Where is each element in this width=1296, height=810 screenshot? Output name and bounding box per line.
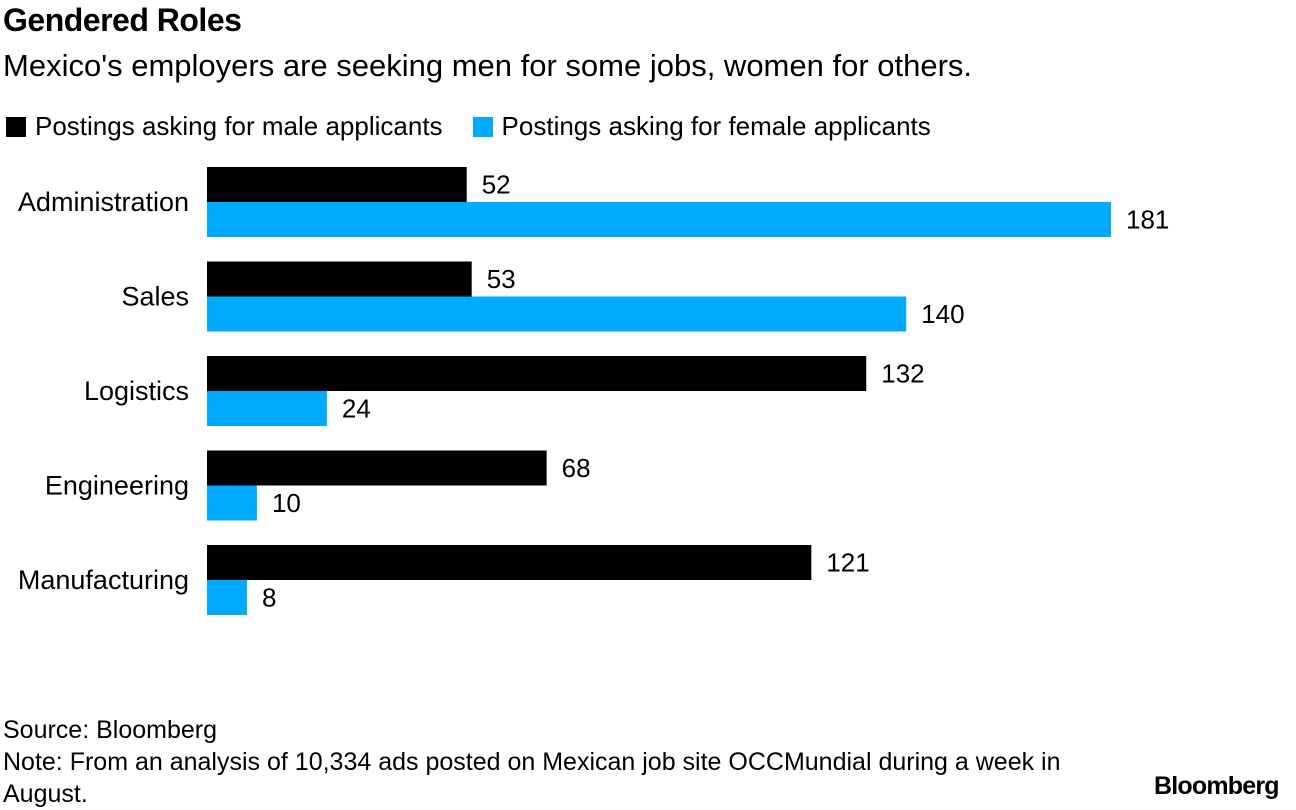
data-label: 10 xyxy=(272,488,301,518)
category-label: Engineering xyxy=(45,471,189,501)
data-label: 132 xyxy=(881,359,924,389)
legend-label-male: Postings asking for male applicants xyxy=(35,111,443,141)
category-label: Logistics xyxy=(84,376,189,406)
legend-swatch-male xyxy=(6,116,26,137)
data-label: 68 xyxy=(562,453,591,483)
legend: Postings asking for male applicants Post… xyxy=(6,111,961,142)
bar-male xyxy=(207,450,547,486)
data-label: 8 xyxy=(262,583,276,613)
bar-male xyxy=(207,545,812,580)
data-label: 181 xyxy=(1126,205,1169,235)
legend-swatch-female xyxy=(472,116,493,137)
footer-notes: Source: Bloomberg Note: From an analysis… xyxy=(3,714,1083,810)
bar-male xyxy=(207,261,472,297)
bar-male xyxy=(207,167,467,202)
legend-item-male: Postings asking for male applicants xyxy=(6,111,443,142)
data-label: 52 xyxy=(482,170,511,200)
data-label: 24 xyxy=(342,394,371,424)
data-label: 121 xyxy=(826,548,869,578)
bar-female xyxy=(207,391,327,426)
bar-female xyxy=(207,296,907,332)
bar-male xyxy=(207,356,867,391)
chart-subtitle: Mexico's employers are seeking men for s… xyxy=(3,48,973,83)
category-label: Manufacturing xyxy=(18,565,189,595)
bar-female xyxy=(207,485,257,521)
data-label: 53 xyxy=(487,264,516,294)
note-text: Note: From an analysis of 10,334 ads pos… xyxy=(3,748,1061,808)
bar-female xyxy=(207,202,1111,237)
legend-item-female: Postings asking for female applicants xyxy=(472,111,931,142)
source-text: Source: Bloomberg xyxy=(3,716,218,744)
bar-chart: Administration 52 181 Sales 53 140 Logistics 13… xyxy=(18,167,1169,615)
category-label: Administration xyxy=(18,187,189,217)
legend-label-female: Postings asking for female applicants xyxy=(501,111,931,141)
data-label: 140 xyxy=(921,299,964,329)
bloomberg-logo: Bloomberg xyxy=(1154,772,1280,800)
bar-female xyxy=(207,580,247,615)
chart-title: Gendered Roles xyxy=(3,2,242,38)
category-label: Sales xyxy=(121,282,189,312)
